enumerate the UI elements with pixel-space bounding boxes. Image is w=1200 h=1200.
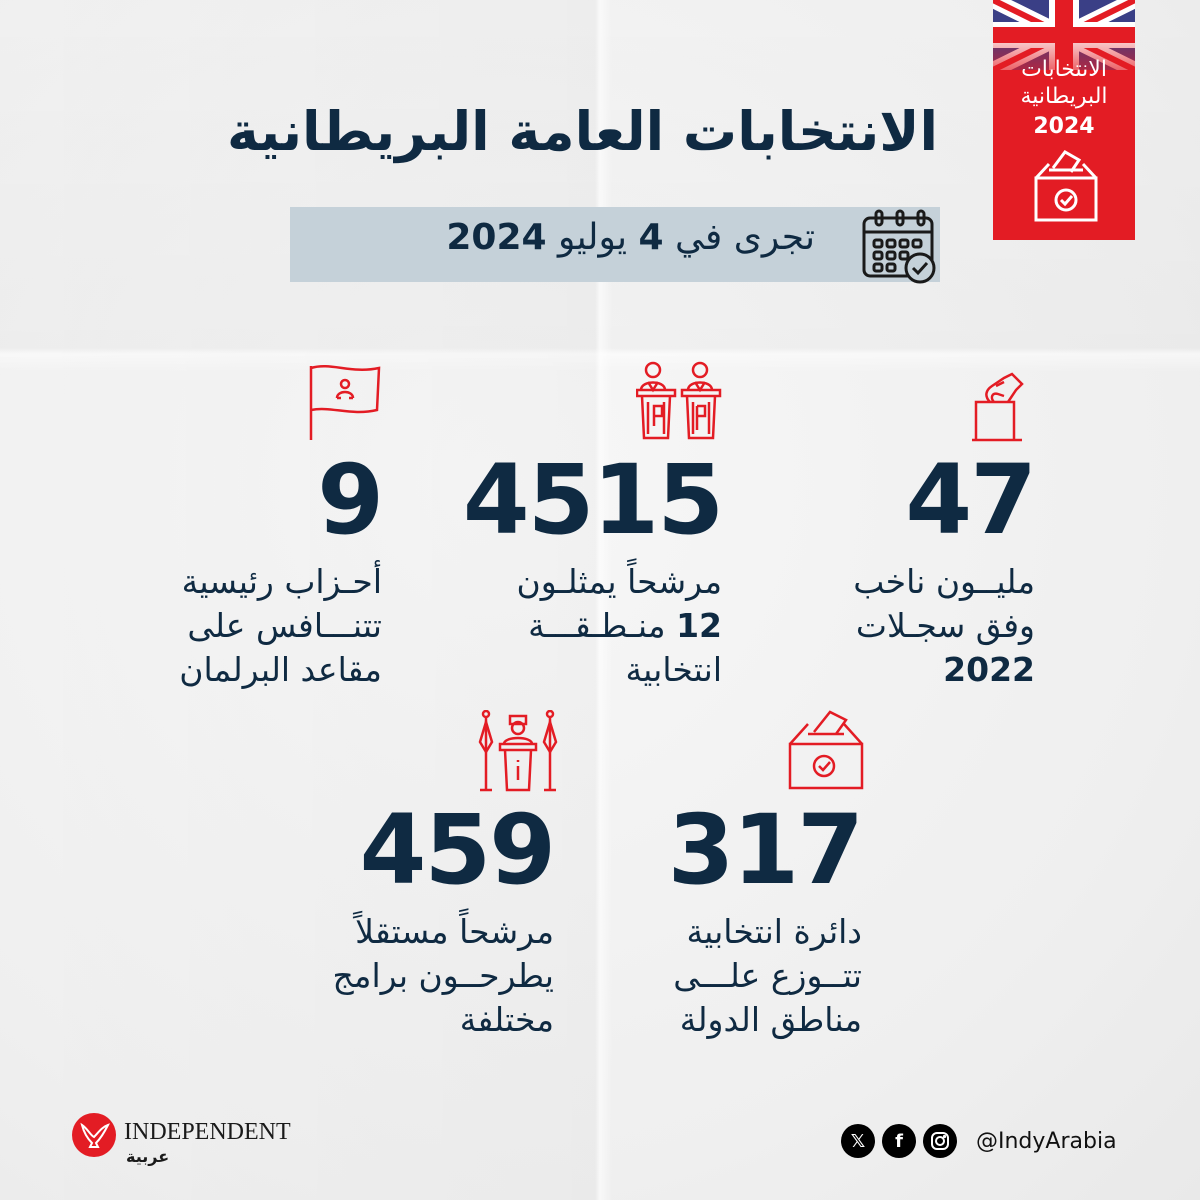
stat-voters: 47 مليــون ناخب وفق سجـلات 2022 — [853, 444, 1037, 692]
x-icon[interactable]: 𝕏 — [841, 1124, 875, 1158]
badge-title: الانتخابات البريطانية — [1020, 57, 1108, 109]
stat-number: 47 — [905, 444, 1037, 556]
stat-number: 317 — [667, 794, 864, 906]
stat-description: مرشحاً مستقلاً يطرحــون برامج مختلفة — [332, 912, 554, 1039]
calendar-check-icon — [862, 209, 936, 284]
stat-number: 9 — [317, 444, 384, 556]
party-flag-icon — [309, 365, 381, 440]
stat-candidates: 4515 مرشحاً يمثلـون 12 منـطـقـــة انتخاب… — [462, 444, 724, 692]
stat-description: مرشحاً يمثلـون 12 منـطـقـــة انتخابية — [516, 562, 722, 689]
badge-year: 2024 — [1033, 114, 1095, 139]
eagle-logo-icon — [72, 1113, 116, 1157]
facebook-icon[interactable]: f — [882, 1124, 916, 1158]
date-banner: تجرى في 4 يوليو 2024 — [290, 207, 940, 282]
stat-number: 459 — [359, 794, 556, 906]
election-badge: الانتخابات البريطانية 2024 — [993, 0, 1135, 240]
stat-description: أحـزاب رئيسية تتنـــافس على مقاعد البرلم… — [179, 562, 382, 689]
stat-constituencies: 317 دائرة انتخابية تتــوزع علـــى مناطق … — [667, 794, 864, 1042]
stat-number: 4515 — [462, 444, 724, 556]
stat-description: دائرة انتخابية تتــوزع علـــى مناطق الدو… — [673, 912, 862, 1039]
stat-independents: 459 مرشحاً مستقلاً يطرحــون برامج مختلفة — [332, 794, 556, 1042]
hand-voting-icon — [972, 372, 1024, 442]
ballot-box-icon — [1034, 150, 1098, 222]
social-handle[interactable]: @IndyArabia — [976, 1128, 1117, 1154]
stat-description: مليــون ناخب وفق سجـلات 2022 — [853, 562, 1035, 689]
page-title: الانتخابات العامة البريطانية — [226, 100, 939, 163]
stat-parties: 9 أحـزاب رئيسية تتنـــافس على مقاعد البر… — [179, 444, 384, 692]
logo-wordmark: INDEPENDENT — [124, 1119, 291, 1145]
social-links: 𝕏 f @IndyArabia — [841, 1124, 1117, 1158]
ballot-box-icon — [788, 710, 864, 790]
logo-arabic-wordmark: عربية — [126, 1147, 170, 1166]
election-date: تجرى في 4 يوليو 2024 — [446, 217, 815, 258]
candidates-podiums-icon — [636, 361, 722, 440]
speaker-podium-icon — [478, 710, 558, 792]
instagram-icon[interactable] — [923, 1124, 957, 1158]
